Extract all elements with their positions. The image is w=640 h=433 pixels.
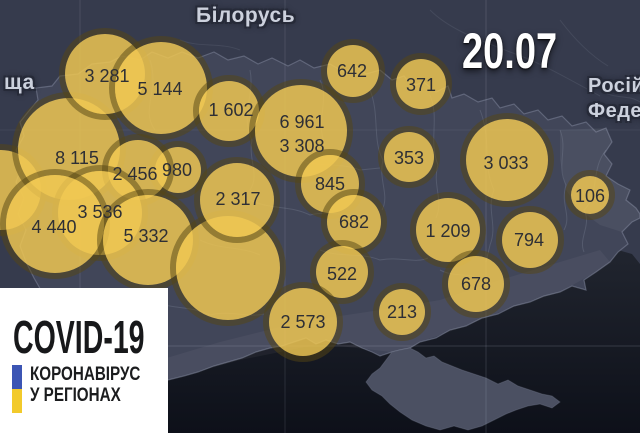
case-bubble [327,45,379,97]
case-count-label: 2 317 [215,189,260,209]
infobox-subtitle-line2: У РЕГІОНАХ [30,385,121,406]
case-bubble [571,176,609,214]
case-bubble [6,175,104,273]
infobox-subtitle-line1: КОРОНАВІРУС [30,364,141,385]
country-label-belarus: Білорусь [196,4,296,27]
country-label-russia-line2: Федер [588,100,640,122]
case-count-label: 1 209 [425,221,470,241]
case-bubble [316,246,368,298]
case-count-label: 3 536 [77,202,122,222]
case-bubble [396,59,446,109]
date-label: 20.07 [462,23,558,79]
case-bubble [466,119,548,201]
case-count-label: 980 [162,160,192,180]
bubble-ring [263,282,343,362]
case-count-label: 845 [315,174,345,194]
case-bubble [327,195,381,249]
case-count-label: 794 [514,230,544,250]
case-count-label: 682 [339,212,369,232]
ukraine-flag-icon [12,365,22,413]
bubble-ring [460,113,554,207]
case-bubble [448,256,504,312]
bubble-ring [310,240,374,304]
infobox-subtitle: КОРОНАВІРУС У РЕГІОНАХ [30,364,140,406]
case-count-label: 371 [406,75,436,95]
bubble-ring [194,157,280,243]
case-bubble [384,132,434,182]
case-count-label: 678 [461,274,491,294]
case-bubble [200,163,274,237]
country-label-russia-line1: Росій [588,75,640,97]
case-count-label: 3 033 [483,153,528,173]
case-bubble [115,42,207,134]
case-count-label: 2 456 [112,164,157,184]
bubble-ring [373,283,431,341]
bubble-ring [496,206,564,274]
case-count-label: 4 440 [31,217,76,237]
case-bubble [199,81,259,141]
infobox-title: COVID-19 [13,311,145,363]
foreign-region-borders [179,9,640,103]
infobox: COVID-19 КОРОНАВІРУС У РЕГІОНАХ [0,288,168,433]
case-count-label: 6 961 [279,112,324,132]
flag-blue [12,365,22,389]
case-bubble [416,198,480,262]
case-bubbles-layer [0,28,615,362]
case-bubble [176,216,280,320]
bubble-ring [442,250,510,318]
case-count-label: 213 [387,302,417,322]
bubble-ring [390,53,452,115]
country-label-russia: Росій Федер [588,74,640,124]
case-count-label: 2 573 [280,312,325,332]
case-count-label: 8 115 [55,148,99,168]
case-bubble [269,288,337,356]
crimea-peninsula [365,347,561,431]
bubble-ring [321,39,385,103]
country-label-poland-partial: ща [4,71,35,94]
case-count-label: 1 602 [208,100,253,120]
bubble-ring [378,126,440,188]
case-count-label: 353 [394,148,424,168]
case-count-label: 642 [337,61,367,81]
case-count-label: 5 144 [137,79,182,99]
case-bubble [502,212,558,268]
case-count-label: 5 332 [123,226,168,246]
case-count-label: 3 308 [279,136,324,156]
case-count-label: 3 281 [84,66,129,86]
flag-yellow [12,389,22,413]
bubble-ring [565,170,615,220]
case-bubble [379,289,425,335]
case-count-label: 106 [575,186,605,206]
case-count-label: 522 [327,264,357,284]
